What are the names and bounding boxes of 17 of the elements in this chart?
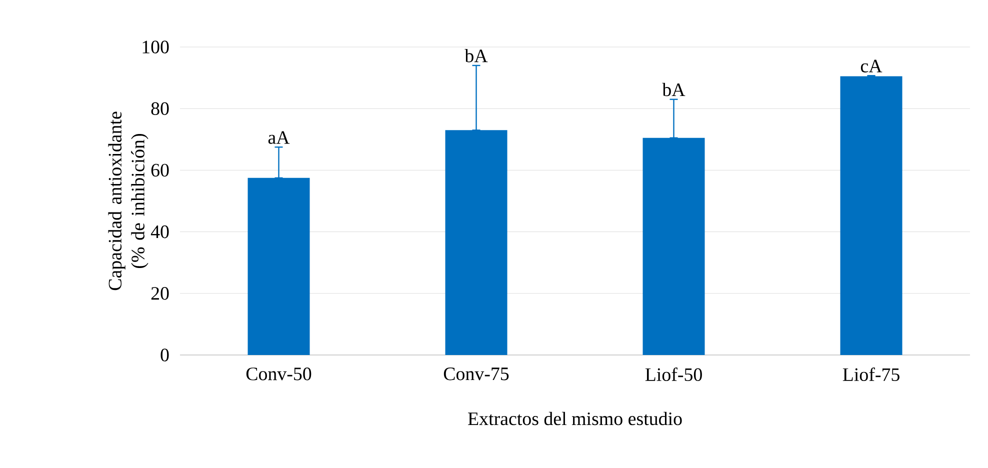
y-tick-label: 40	[150, 225, 169, 238]
y-tick-label: 80	[151, 102, 169, 115]
x-tick-label: Liof-50	[645, 368, 702, 382]
y-tick-label: 0	[160, 348, 169, 362]
x-axis-title: Extractos del mismo estudio	[468, 412, 682, 426]
y-tick-label: 100	[142, 40, 169, 54]
annotation: bA	[662, 82, 686, 96]
x-tick-label: Conv-75	[444, 368, 509, 380]
y-tick-label: 60	[151, 164, 169, 177]
annotation: cA	[860, 60, 882, 72]
bar	[840, 76, 902, 355]
x-tick-label: Conv-50	[246, 368, 312, 380]
annotation: aA	[268, 131, 290, 144]
annotation: bA	[464, 48, 488, 62]
x-tick-label: Liof-75	[842, 368, 900, 382]
y-tick-label: 20	[151, 287, 169, 300]
y-axis-title: Capacidad antioxidante (% de inhibición)	[108, 112, 148, 290]
